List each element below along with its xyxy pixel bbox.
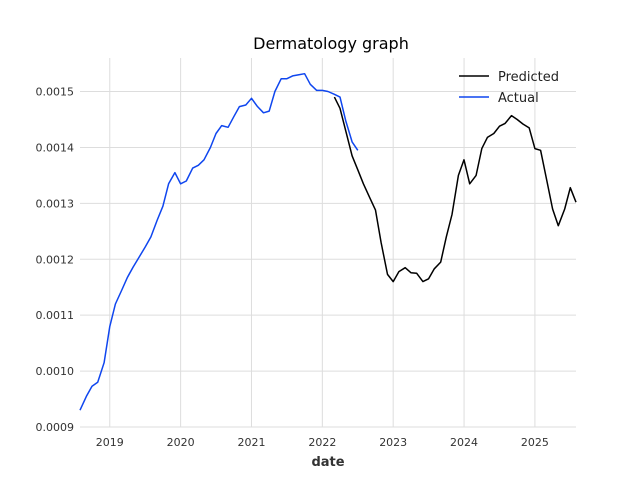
series-line-actual (79, 72, 359, 411)
series-line-predicted (333, 96, 577, 283)
legend-label-actual: Actual (498, 91, 539, 106)
x-tick-label: 2021 (237, 436, 265, 449)
x-tick-label: 2020 (167, 436, 195, 449)
y-tick-label: 0.0013 (36, 197, 75, 210)
y-tick-label: 0.0015 (36, 86, 75, 99)
y-tick-label: 0.0011 (36, 309, 75, 322)
y-tick-label: 0.0009 (36, 421, 75, 434)
x-tick-label: 2019 (96, 436, 124, 449)
x-tick-label: 2023 (379, 436, 407, 449)
x-tick-label: 2022 (308, 436, 336, 449)
x-tick-label: 2025 (521, 436, 549, 449)
y-tick-label: 0.0010 (36, 365, 75, 378)
y-axis-ticks: 0.0009 0.0010 0.0011 0.0012 0.0013 0.0014 0.00… (36, 86, 75, 434)
y-tick-label: 0.0012 (36, 253, 75, 266)
x-axis-label: date (311, 455, 344, 470)
x-tick-label: 2024 (450, 436, 478, 449)
x-axis-ticks: 2019 2020 2021 2022 2023 2024 2025 (96, 436, 549, 449)
chart-title: Dermatology graph (253, 34, 409, 53)
series-group (79, 72, 577, 411)
legend: Predicted Actual (459, 70, 559, 106)
legend-label-predicted: Predicted (498, 70, 559, 85)
y-tick-label: 0.0014 (36, 141, 75, 154)
